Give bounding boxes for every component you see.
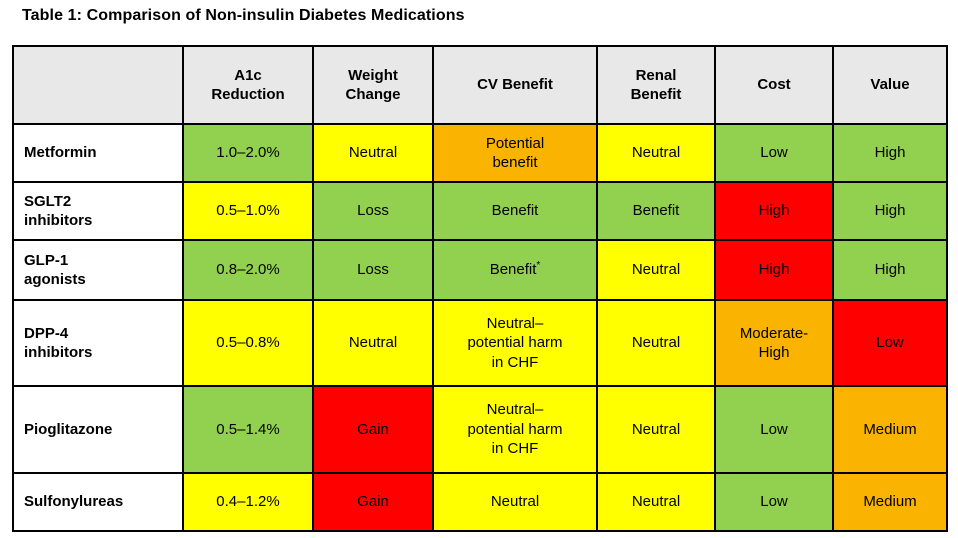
rating-cell: Gain (312, 385, 434, 474)
rating-cell: High (832, 239, 948, 301)
rating-cell: High (714, 181, 834, 241)
header-row: A1c Reduction Weight Change CV Benefit Rena… (12, 45, 948, 125)
column-header: Weight Change (312, 45, 434, 125)
rating-cell: Medium (832, 385, 948, 474)
rating-cell: 0.5–1.0% (182, 181, 314, 241)
medication-name: SGLT2 inhibitors (12, 181, 184, 241)
rating-cell: 1.0–2.0% (182, 123, 314, 183)
rating-cell: Loss (312, 181, 434, 241)
rating-cell: Low (714, 123, 834, 183)
rating-cell: Neutral (596, 472, 716, 532)
column-header: Value (832, 45, 948, 125)
rating-cell: Low (832, 299, 948, 387)
rating-cell: Neutral (312, 123, 434, 183)
table-row: DPP-4 inhibitors 0.5–0.8% Neutral Neutral– … (12, 299, 948, 387)
footnote-asterisk: * (536, 260, 541, 272)
rating-cell: Low (714, 385, 834, 474)
rating-cell: 0.4–1.2% (182, 472, 314, 532)
table-title: Table 1: Comparison of Non-insulin Diabe… (22, 7, 465, 24)
column-header: Renal Benefit (596, 45, 716, 125)
rating-cell: 0.5–0.8% (182, 299, 314, 387)
rating-cell: 0.8–2.0% (182, 239, 314, 301)
rating-cell: High (832, 123, 948, 183)
medication-comparison-table: A1c Reduction Weight Change CV Benefit Rena… (12, 45, 948, 532)
medication-name: Metformin (12, 123, 184, 183)
column-header: CV Benefit (432, 45, 598, 125)
rating-cell: Neutral (312, 299, 434, 387)
rating-cell: Benefit (596, 181, 716, 241)
rating-cell: Neutral (596, 385, 716, 474)
rating-cell: Gain (312, 472, 434, 532)
rating-cell: High (832, 181, 948, 241)
rating-cell: Benefit (432, 181, 598, 241)
corner-header-cell (12, 45, 184, 125)
rating-cell: Moderate- High (714, 299, 834, 387)
rating-cell: High (714, 239, 834, 301)
rating-cell: Neutral– potential harm in CHF (432, 385, 598, 474)
medication-name: DPP-4 inhibitors (12, 299, 184, 387)
rating-cell: Neutral– potential harm in CHF (432, 299, 598, 387)
rating-cell: Loss (312, 239, 434, 301)
rating-cell: 0.5–1.4% (182, 385, 314, 474)
rating-cell: Medium (832, 472, 948, 532)
column-header: A1c Reduction (182, 45, 314, 125)
table-row: Metformin 1.0–2.0% Neutral Potential benefi… (12, 123, 948, 183)
table-row: GLP-1 agonists 0.8–2.0% Loss Benefit* Neutra… (12, 239, 948, 301)
medication-name: GLP-1 agonists (12, 239, 184, 301)
medication-name: Sulfonylureas (12, 472, 184, 532)
rating-cell: Low (714, 472, 834, 532)
column-header: Cost (714, 45, 834, 125)
medication-name: Pioglitazone (12, 385, 184, 474)
rating-cell: Benefit* (432, 239, 598, 301)
table-row: SGLT2 inhibitors 0.5–1.0% Loss Benefit Benef… (12, 181, 948, 241)
rating-cell: Neutral (596, 299, 716, 387)
table-row: Pioglitazone 0.5–1.4% Gain Neutral– potenti… (12, 385, 948, 474)
table-body: Metformin 1.0–2.0% Neutral Potential benefi… (12, 123, 948, 532)
rating-cell: Neutral (596, 123, 716, 183)
rating-cell: Potential benefit (432, 123, 598, 183)
table-row: Sulfonylureas 0.4–1.2% Gain Neutral Neutral L… (12, 472, 948, 532)
rating-cell: Neutral (432, 472, 598, 532)
rating-cell: Neutral (596, 239, 716, 301)
